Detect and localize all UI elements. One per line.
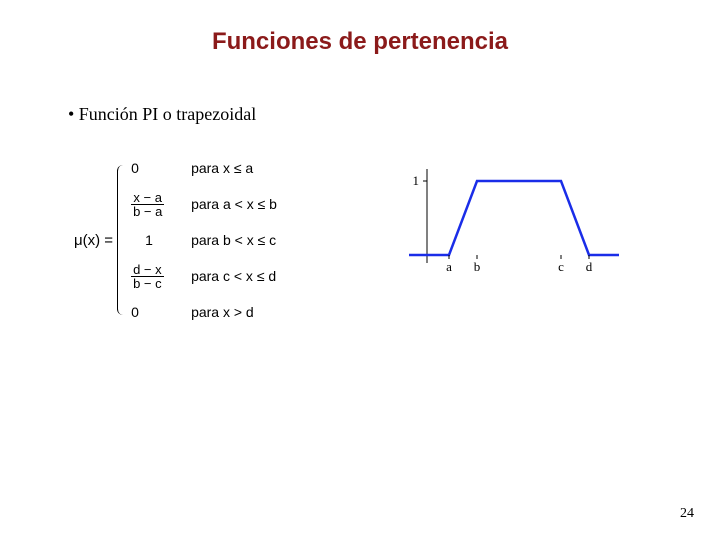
bullet-line: • Función PI o trapezoidal <box>0 56 720 125</box>
case-expr-1: x − a b − a <box>131 191 191 218</box>
trapezoid-svg: 1 a b c d <box>389 161 619 281</box>
case-cond-3: para c < x ≤ d <box>191 268 351 284</box>
formula-block: μ(x) = 0 para x ≤ a x − a b − a para a <… <box>74 155 351 325</box>
case-row-2: 1 para b < x ≤ c <box>131 227 351 253</box>
frac-1: x − a b − a <box>131 191 164 218</box>
frac-1-den: b − a <box>131 205 164 218</box>
brace-left <box>117 165 125 315</box>
svg-text:1: 1 <box>413 173 420 188</box>
svg-text:b: b <box>474 259 481 274</box>
cases-column: 0 para x ≤ a x − a b − a para a < x ≤ b … <box>131 155 351 325</box>
case-expr-2: 1 <box>131 232 191 248</box>
slide-title: Funciones de pertenencia <box>0 0 720 56</box>
svg-text:a: a <box>446 259 452 274</box>
case-expr-0: 0 <box>131 160 191 176</box>
bullet-text: Función PI o trapezoidal <box>79 104 256 124</box>
formula-lhs: μ(x) = <box>74 232 113 249</box>
case-cond-0: para x ≤ a <box>191 160 351 176</box>
frac-3-den: b − c <box>131 277 164 290</box>
content-row: μ(x) = 0 para x ≤ a x − a b − a para a <… <box>0 125 720 325</box>
bullet-marker: • <box>68 104 74 124</box>
case-cond-4: para x > d <box>191 304 351 320</box>
svg-text:c: c <box>558 259 564 274</box>
frac-3-num: d − x <box>131 263 164 277</box>
trapezoid-chart: 1 a b c d <box>389 161 619 286</box>
case-expr-4: 0 <box>131 304 191 320</box>
title-text: Funciones de pertenencia <box>212 28 508 55</box>
page-number: 24 <box>680 506 694 522</box>
case-row-0: 0 para x ≤ a <box>131 155 351 181</box>
case-cond-2: para b < x ≤ c <box>191 232 351 248</box>
frac-3: d − x b − c <box>131 263 164 290</box>
case-expr-3: d − x b − c <box>131 263 191 290</box>
svg-text:d: d <box>586 259 593 274</box>
frac-1-num: x − a <box>131 191 164 205</box>
case-cond-1: para a < x ≤ b <box>191 196 351 212</box>
case-row-4: 0 para x > d <box>131 299 351 325</box>
case-row-1: x − a b − a para a < x ≤ b <box>131 187 351 221</box>
case-row-3: d − x b − c para c < x ≤ d <box>131 259 351 293</box>
